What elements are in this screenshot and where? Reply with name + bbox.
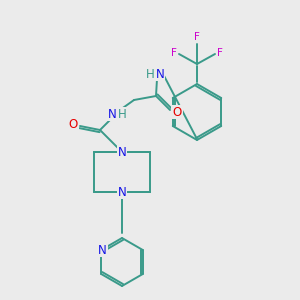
Text: N: N	[108, 107, 116, 121]
Text: H: H	[146, 68, 154, 80]
Text: O: O	[68, 118, 78, 131]
Text: N: N	[156, 68, 164, 80]
Text: F: F	[217, 48, 223, 58]
Text: F: F	[171, 48, 177, 58]
Text: N: N	[118, 185, 126, 199]
Text: N: N	[98, 244, 106, 256]
Text: H: H	[118, 107, 126, 121]
Text: O: O	[172, 106, 182, 118]
Text: F: F	[194, 32, 200, 42]
Text: N: N	[118, 146, 126, 158]
